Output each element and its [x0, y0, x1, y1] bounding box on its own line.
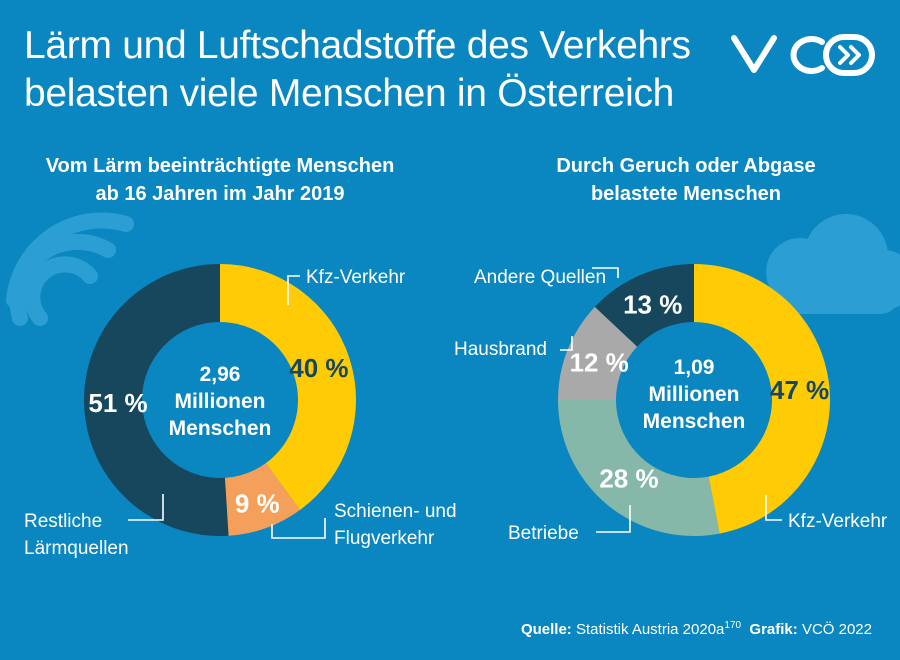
- chart2-center-value: 1,09: [674, 356, 715, 379]
- chart2-title-line-2: belastete Menschen: [590, 183, 782, 205]
- chart2-center-text: 1,09 Millionen Menschen: [643, 356, 746, 433]
- label-kfz-verkehr-2: Kfz-Verkehr: [788, 511, 888, 532]
- chart2-slice-0: [694, 264, 830, 534]
- chart2-percent-label-1: 28 %: [599, 464, 658, 494]
- chart2-slice-2: [558, 306, 638, 400]
- chart1-center-caption: Menschen: [169, 417, 272, 440]
- chart1-slice-2: [83, 264, 229, 536]
- label-hausbrand: Hausbrand: [454, 339, 547, 360]
- graphic-text: VCÖ 2022: [801, 621, 872, 638]
- chart1-center-unit: Millionen: [175, 390, 266, 413]
- label-schienen-line-2: Flugverkehr: [334, 528, 435, 549]
- chart2-center-caption: Menschen: [643, 410, 746, 433]
- label-betriebe: Betriebe: [508, 523, 579, 544]
- chart1-center-text: 2,96 Millionen Menschen: [169, 363, 272, 440]
- chart2-slice-1: [558, 400, 720, 537]
- chart1-title-line-2: ab 16 Jahren im Jahr 2019: [95, 183, 345, 205]
- source-label: Quelle:: [520, 621, 572, 638]
- label-kfz-verkehr-1: Kfz-Verkehr: [306, 267, 406, 288]
- leader-line-schiene: [271, 518, 326, 539]
- chart1-percent-label-2: 51 %: [88, 388, 147, 418]
- leader-line-andere: [592, 267, 619, 278]
- vcoe-logo: [731, 34, 875, 76]
- chart2-center-unit: Millionen: [649, 383, 740, 406]
- source-text: Statistik Austria 2020a: [575, 621, 725, 638]
- sound-waves-icon: [6, 212, 134, 326]
- label-restliche-line-1: Restliche: [24, 511, 103, 532]
- leader-line-kfz-1: [287, 275, 300, 305]
- leader-line-restliche: [128, 494, 164, 521]
- chart1-title-line-1: Vom Lärm beeinträchtigte Menschen: [45, 155, 395, 177]
- leader-line-betriebe: [596, 505, 631, 533]
- leader-line-kfz-2: [765, 495, 782, 521]
- source-footer: Quelle: Statistik Austria 2020a170 Grafi…: [521, 620, 872, 638]
- chart1-percent-label-1: 9 %: [235, 488, 280, 518]
- chart2-slice-3: [594, 264, 694, 347]
- chart2-percent-label-0: 47 %: [770, 375, 829, 405]
- chart2-title-line-1: Durch Geruch oder Abgase: [556, 155, 816, 177]
- label-restliche-line-2: Lärmquellen: [24, 538, 129, 559]
- label-andere-quellen: Andere Quellen: [474, 267, 607, 288]
- graphic-label: Grafik:: [749, 621, 798, 638]
- chart2-percent-label-3: 13 %: [623, 290, 682, 320]
- leader-line-hausbrand: [560, 336, 573, 351]
- chart2-title: Durch Geruch oder Abgase belastete Mensc…: [486, 152, 886, 208]
- chart1-title: Vom Lärm beeinträchtigte Menschen ab 16 …: [20, 152, 420, 208]
- chart1-slice-1: [224, 463, 300, 536]
- chart1-slice-0: [220, 264, 356, 511]
- chart1-percent-label-0: 40 %: [289, 353, 348, 383]
- title-line-2: belasten viele Menschen in Österreich: [24, 72, 675, 115]
- title-line-1: Lärm und Luftschadstoffe des Verkehrs: [24, 24, 691, 67]
- page-title: Lärm und Luftschadstoffe des Verkehrs be…: [24, 22, 691, 118]
- chart1-center-value: 2,96: [200, 363, 241, 386]
- source-reference: 170: [724, 620, 742, 631]
- label-schienen-line-1: Schienen- und: [334, 501, 457, 522]
- chart2-percent-label-2: 12 %: [570, 347, 629, 377]
- cloud-icon: [766, 214, 900, 314]
